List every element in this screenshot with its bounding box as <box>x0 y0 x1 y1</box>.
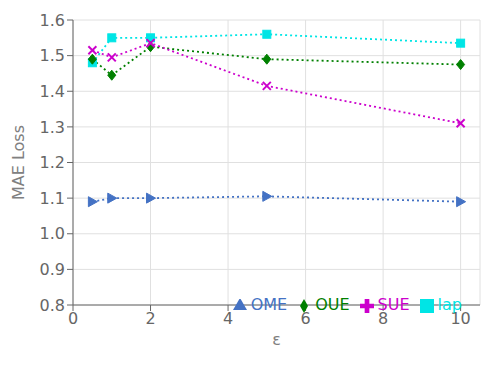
svg-text:ε: ε <box>272 330 281 349</box>
svg-text:10: 10 <box>450 309 470 328</box>
svg-text:8: 8 <box>378 309 388 328</box>
svg-text:1.2: 1.2 <box>40 153 65 172</box>
svg-text:1.6: 1.6 <box>40 11 65 30</box>
svg-text:6: 6 <box>300 309 310 328</box>
svg-text:1.5: 1.5 <box>40 46 65 65</box>
svg-text:1.1: 1.1 <box>40 189 65 208</box>
svg-text:0.8: 0.8 <box>40 296 65 315</box>
html-text:SUE: SUE <box>377 295 410 314</box>
svg-text:2: 2 <box>145 309 155 328</box>
svg-text:0: 0 <box>68 309 78 328</box>
svg-text:0.9: 0.9 <box>40 260 65 279</box>
html-text:OUE: OUE <box>315 295 350 314</box>
html-text:OME: OME <box>250 295 288 314</box>
svg-text:MAE Loss: MAE Loss <box>9 125 28 200</box>
svg-text:1.3: 1.3 <box>40 118 65 137</box>
svg-text:1.0: 1.0 <box>40 224 65 243</box>
svg-text:1.4: 1.4 <box>40 82 65 101</box>
html-text:lap: lap <box>437 295 462 314</box>
svg-text:4: 4 <box>223 309 233 328</box>
